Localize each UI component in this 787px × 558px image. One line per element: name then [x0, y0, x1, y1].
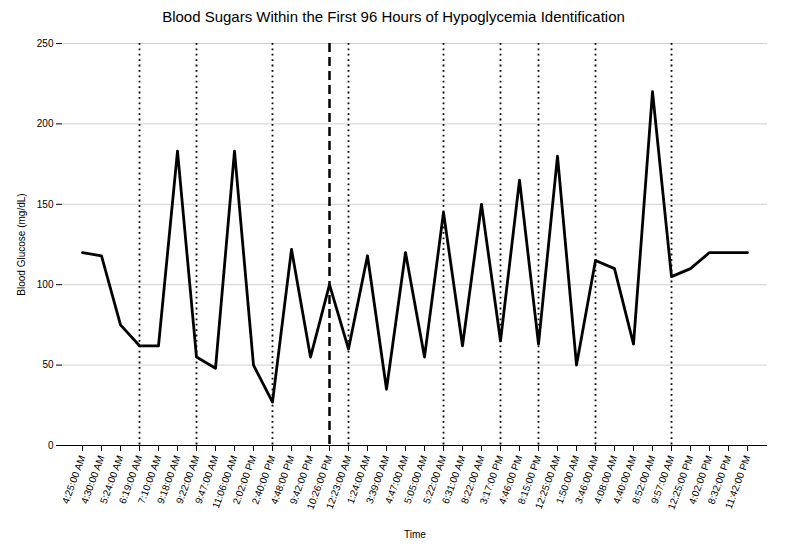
svg-text:6:31:00 AM: 6:31:00 AM	[439, 453, 468, 506]
svg-text:9:57:00 AM: 9:57:00 AM	[648, 453, 677, 506]
svg-text:4:47:00 AM: 4:47:00 AM	[382, 453, 411, 506]
svg-text:5:24:00 AM: 5:24:00 AM	[97, 453, 126, 506]
svg-text:8:32:00 PM: 8:32:00 PM	[705, 453, 734, 506]
svg-text:9:18:00 AM: 9:18:00 AM	[154, 453, 183, 506]
svg-text:12:23:00 AM: 12:23:00 AM	[323, 453, 354, 511]
svg-text:250: 250	[37, 38, 54, 49]
svg-text:8:15:00 PM: 8:15:00 PM	[515, 453, 544, 506]
svg-text:1:24:00 AM: 1:24:00 AM	[344, 453, 373, 506]
svg-text:4:25:00 AM: 4:25:00 AM	[59, 453, 88, 506]
svg-text:3:39:00 AM: 3:39:00 AM	[363, 453, 392, 506]
svg-text:4:48:00 PM: 4:48:00 PM	[268, 453, 297, 506]
svg-text:11:06:00 AM: 11:06:00 AM	[210, 453, 240, 510]
svg-text:200: 200	[37, 118, 54, 129]
svg-text:7:10:00 AM: 7:10:00 AM	[135, 453, 164, 506]
svg-text:9:42:00 PM: 9:42:00 PM	[287, 453, 316, 506]
svg-text:2:02:00 PM: 2:02:00 PM	[230, 453, 259, 506]
svg-text:8:52:00 AM: 8:52:00 AM	[629, 453, 658, 506]
svg-text:50: 50	[42, 359, 54, 370]
svg-text:12:25:00 AM: 12:25:00 AM	[532, 453, 563, 511]
svg-text:6:19:00 AM: 6:19:00 AM	[116, 453, 145, 506]
svg-text:4:46:00 PM: 4:46:00 PM	[496, 453, 525, 506]
svg-text:4:02:00 PM: 4:02:00 PM	[686, 453, 715, 506]
svg-text:4:40:00 AM: 4:40:00 AM	[610, 453, 639, 506]
svg-text:Time: Time	[404, 529, 426, 540]
svg-text:3:46:00 AM: 3:46:00 AM	[572, 453, 601, 506]
svg-text:150: 150	[37, 199, 54, 210]
svg-text:100: 100	[37, 279, 54, 290]
svg-text:8:22:00 AM: 8:22:00 AM	[458, 453, 487, 506]
svg-text:9:22:00 AM: 9:22:00 AM	[173, 453, 202, 506]
svg-text:3:17:00 PM: 3:17:00 PM	[477, 453, 506, 506]
svg-text:12:25:00 PM: 12:25:00 PM	[665, 453, 696, 511]
svg-text:4:08:00 AM: 4:08:00 AM	[591, 453, 620, 506]
html-text:Blood Sugars Within the First: Blood Sugars Within the First 96 Hours o…	[162, 8, 625, 25]
svg-text:11:42:00 PM: 11:42:00 PM	[723, 454, 752, 510]
svg-text:1:50:00 AM: 1:50:00 AM	[553, 453, 582, 506]
svg-text:Blood Glucose (mg/dL): Blood Glucose (mg/dL)	[16, 193, 27, 295]
svg-text:4:30:00 AM: 4:30:00 AM	[78, 453, 107, 506]
svg-text:9:47:00 AM: 9:47:00 AM	[192, 453, 221, 506]
svg-text:10:26:00 PM: 10:26:00 PM	[304, 453, 335, 511]
svg-text:0: 0	[48, 440, 54, 451]
svg-text:5:05:00 AM: 5:05:00 AM	[401, 453, 430, 506]
svg-text:2:40:00 PM: 2:40:00 PM	[249, 453, 278, 506]
svg-text:5:22:00 AM: 5:22:00 AM	[420, 453, 449, 506]
